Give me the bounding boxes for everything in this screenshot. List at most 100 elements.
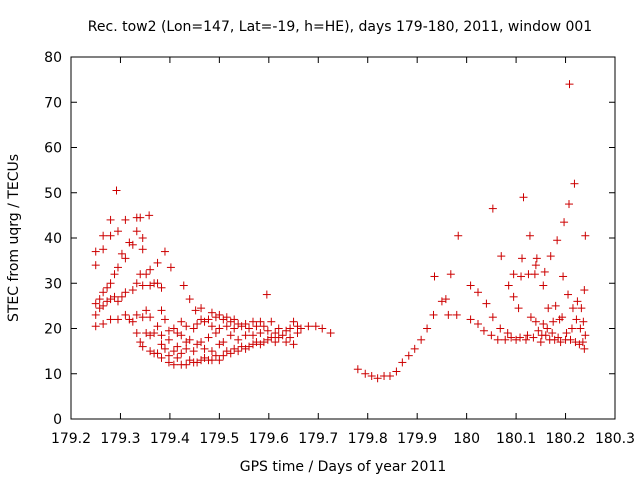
data-point <box>157 353 166 362</box>
y-tick-label: 60 <box>44 141 62 157</box>
data-point <box>219 338 228 347</box>
data-point <box>185 295 194 304</box>
data-point <box>230 315 239 324</box>
data-point <box>248 317 257 326</box>
data-point <box>278 331 287 340</box>
data-point <box>504 281 513 290</box>
data-point <box>197 356 206 365</box>
data-point <box>326 329 335 338</box>
data-point <box>128 286 137 295</box>
data-point <box>565 80 574 89</box>
data-point <box>215 310 224 319</box>
x-tick-label: 180.2 <box>545 431 585 447</box>
data-point <box>534 326 543 335</box>
data-point <box>521 335 530 344</box>
data-point <box>106 295 115 304</box>
data-point <box>110 270 119 279</box>
data-point <box>241 344 250 353</box>
x-tick-label: 179.8 <box>348 431 388 447</box>
data-point <box>572 315 581 324</box>
data-point <box>293 329 302 338</box>
data-point <box>113 315 122 324</box>
data-point <box>318 324 327 333</box>
data-point <box>576 324 585 333</box>
data-point <box>177 349 186 358</box>
data-point <box>173 353 182 362</box>
data-point <box>568 304 577 313</box>
data-point <box>215 340 224 349</box>
data-point <box>267 333 276 342</box>
data-point <box>204 315 213 324</box>
data-point <box>211 313 220 322</box>
data-point <box>575 340 584 349</box>
data-point <box>136 213 145 222</box>
data-point <box>509 292 518 301</box>
data-point <box>215 324 224 333</box>
data-point <box>138 245 147 254</box>
data-point <box>553 236 562 245</box>
data-point <box>200 317 209 326</box>
data-point <box>153 279 162 288</box>
data-point <box>193 319 202 328</box>
data-point <box>207 356 216 365</box>
data-point <box>136 338 145 347</box>
data-point <box>532 254 541 263</box>
data-point <box>488 204 497 213</box>
data-point <box>185 335 194 344</box>
data-point <box>466 315 475 324</box>
data-point <box>146 313 155 322</box>
data-point <box>256 329 265 338</box>
x-tick-label: 179.6 <box>249 431 289 447</box>
data-point <box>271 338 280 347</box>
x-tick-label: 179.2 <box>51 431 91 447</box>
data-point <box>157 340 166 349</box>
plot-frame <box>70 56 616 420</box>
data-point <box>539 319 548 328</box>
data-point <box>142 306 151 315</box>
data-point <box>516 333 525 342</box>
data-point <box>410 344 419 353</box>
data-point <box>580 286 589 295</box>
data-series <box>91 80 590 383</box>
data-point <box>271 329 280 338</box>
data-point <box>507 333 516 342</box>
data-point <box>565 200 574 209</box>
data-point <box>248 331 257 340</box>
data-point <box>509 270 518 279</box>
x-tick-label: 179.4 <box>150 431 190 447</box>
data-point <box>577 304 586 313</box>
data-point <box>91 310 100 319</box>
data-point <box>113 263 122 272</box>
data-point <box>132 227 141 236</box>
data-point <box>398 358 407 367</box>
data-point <box>207 322 216 331</box>
data-point <box>121 310 130 319</box>
data-point <box>234 319 243 328</box>
data-point <box>404 351 413 360</box>
data-point <box>99 319 108 328</box>
data-point <box>252 338 261 347</box>
data-point <box>193 358 202 367</box>
x-tick-label: 180 <box>453 431 480 447</box>
data-point <box>497 252 506 261</box>
data-point <box>110 292 119 301</box>
data-point <box>417 335 426 344</box>
data-point <box>518 254 527 263</box>
data-point <box>479 326 488 335</box>
data-point <box>226 317 235 326</box>
data-point <box>222 313 231 322</box>
data-point <box>289 317 298 326</box>
y-tick-label: 50 <box>44 186 62 202</box>
data-point <box>429 310 438 319</box>
data-point <box>106 315 115 324</box>
data-point <box>146 331 155 340</box>
data-point <box>121 254 130 263</box>
data-point <box>150 329 159 338</box>
data-point <box>539 281 548 290</box>
data-point <box>311 322 320 331</box>
data-point <box>106 231 115 240</box>
data-point <box>256 317 265 326</box>
data-point <box>519 193 528 202</box>
